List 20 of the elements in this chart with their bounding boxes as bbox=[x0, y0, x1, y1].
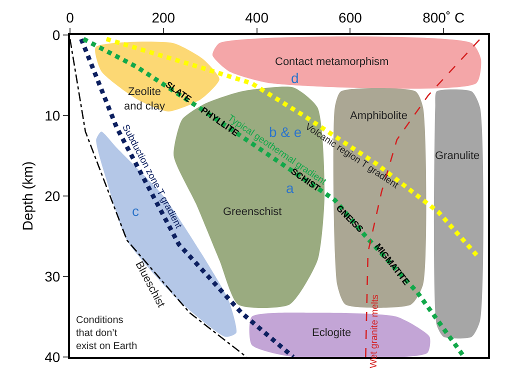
y-tick-label: 0 bbox=[52, 26, 60, 43]
text: Wet granite melts bbox=[368, 294, 382, 368]
series-label: Eclogite bbox=[312, 327, 352, 339]
y-tick-label: 20 bbox=[44, 188, 60, 204]
x-tick-label: 800˚ C bbox=[422, 9, 465, 26]
annotation: c bbox=[132, 203, 139, 219]
y-tick-label: 40 bbox=[44, 348, 60, 365]
annotation: Conditions that don’t exist on Earth bbox=[76, 315, 138, 352]
y-axis-title: Depth (km) bbox=[20, 161, 36, 231]
annotation: d bbox=[291, 70, 299, 86]
x-tick-label: 600 bbox=[338, 9, 362, 26]
x-tick-label: 400 bbox=[245, 9, 269, 26]
series-label: Contact metamorphism bbox=[275, 56, 389, 68]
series-label: Greenschist bbox=[223, 206, 282, 218]
series-label: Granulite bbox=[435, 150, 480, 162]
series-label: Amphibolite bbox=[350, 110, 408, 122]
x-tick-label: 200 bbox=[152, 9, 176, 26]
y-tick-label: 10 bbox=[44, 107, 60, 124]
x-tick-label: 0 bbox=[66, 9, 74, 26]
y-tick-label: 30 bbox=[44, 268, 60, 284]
